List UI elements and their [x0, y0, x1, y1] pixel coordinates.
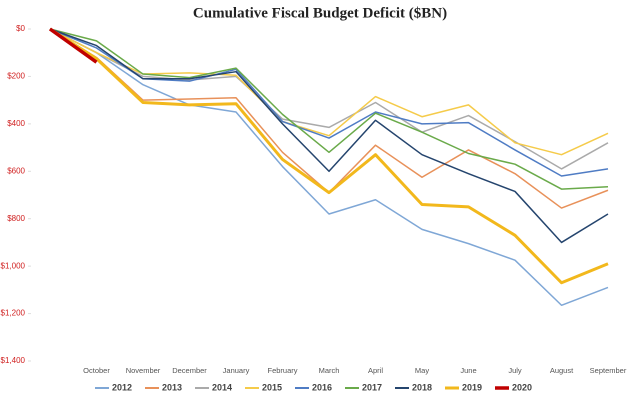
y-tick-label: $400 [7, 119, 25, 128]
legend-label: 2017 [362, 382, 382, 392]
x-tick-label: July [508, 366, 522, 375]
series-line [48, 27, 98, 64]
y-tick-label: $1,400 [1, 356, 26, 365]
legend-label: 2016 [312, 382, 332, 392]
series-line [49, 28, 609, 244]
series-line [49, 27, 609, 285]
series-line [49, 28, 609, 209]
legend-label: 2013 [162, 382, 182, 392]
x-tick-label: November [126, 366, 161, 375]
y-tick-label: $1,200 [1, 309, 26, 318]
y-tick-label: $1,000 [1, 261, 26, 270]
series-line [49, 28, 609, 170]
series-line [49, 28, 609, 190]
chart-title: Cumulative Fiscal Budget Deficit ($BN) [193, 5, 447, 21]
x-tick-label: March [319, 366, 340, 375]
y-tick-label: $200 [7, 72, 25, 81]
y-tick-label: $600 [7, 166, 25, 175]
x-tick-label: January [223, 366, 250, 375]
legend-label: 2020 [512, 382, 532, 392]
x-tick-label: September [590, 366, 627, 375]
legend-label: 2012 [112, 382, 132, 392]
legend-label: 2019 [462, 382, 482, 392]
series-line [49, 28, 609, 307]
x-tick-label: June [460, 366, 476, 375]
x-tick-label: April [368, 366, 383, 375]
legend-label: 2018 [412, 382, 432, 392]
y-tick-label: $800 [7, 214, 25, 223]
x-tick-label: October [83, 366, 110, 375]
legend-label: 2015 [262, 382, 282, 392]
x-tick-label: December [172, 366, 207, 375]
series-line [49, 28, 609, 177]
x-tick-label: May [415, 366, 429, 375]
legend-label: 2014 [212, 382, 232, 392]
x-tick-label: February [267, 366, 297, 375]
x-tick-label: August [550, 366, 574, 375]
y-tick-label: $0 [16, 24, 25, 33]
